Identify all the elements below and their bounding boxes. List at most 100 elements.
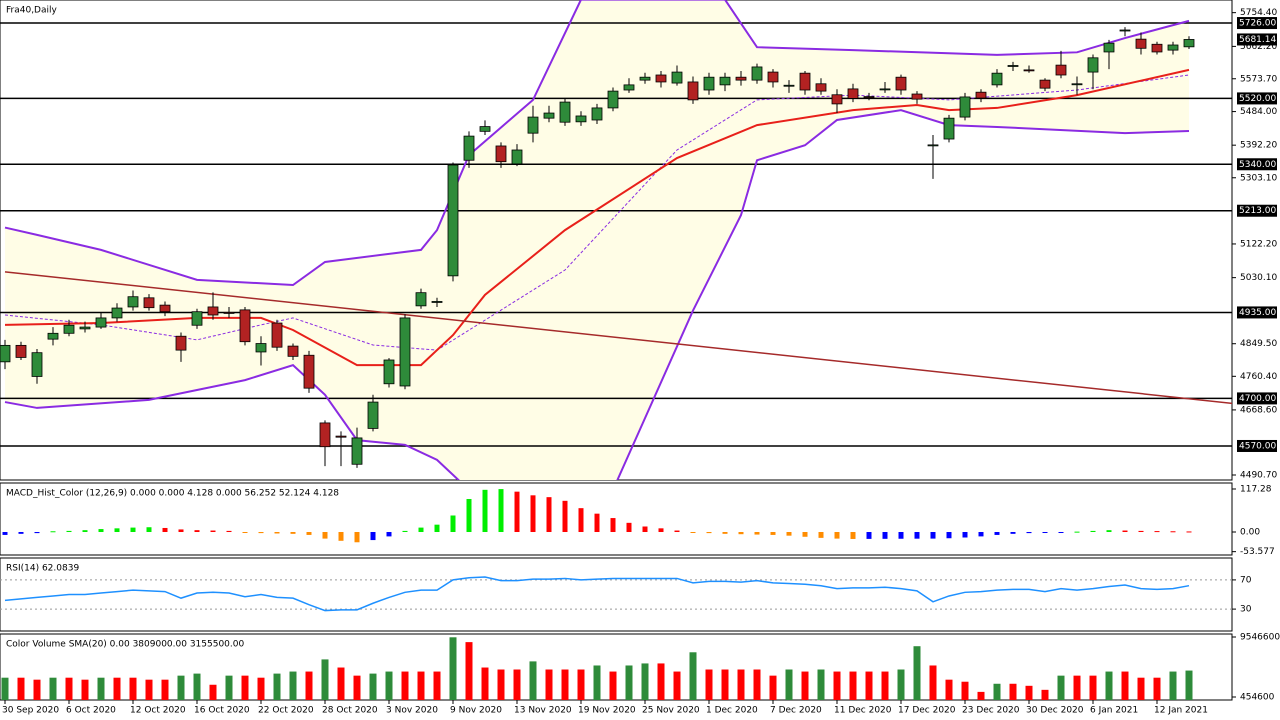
candle-body <box>559 101 571 123</box>
candle-body <box>703 76 715 91</box>
y-tick-label: 70 <box>1240 575 1252 585</box>
last-price-label: 5681.14 <box>1239 35 1276 45</box>
candle-body <box>95 317 107 328</box>
bar <box>578 508 584 533</box>
bar <box>321 659 329 700</box>
candle-body <box>687 81 699 101</box>
panel-title: Fra40,Daily <box>6 6 57 16</box>
bar <box>1137 677 1145 700</box>
bar <box>721 669 729 700</box>
x-tick-label: 30 Sep 2020 <box>2 706 59 716</box>
level-label-box <box>1237 306 1277 319</box>
bar <box>946 532 952 539</box>
bar <box>657 663 665 700</box>
candle-body <box>479 126 491 132</box>
bar <box>226 530 232 533</box>
bar <box>930 532 936 539</box>
bar <box>802 532 808 537</box>
x-tick-label: 23 Dec 2020 <box>962 706 1020 716</box>
bar <box>737 669 745 700</box>
candle-body <box>639 76 651 81</box>
x-tick-label: 1 Dec 2020 <box>706 706 758 716</box>
bar <box>81 679 89 700</box>
bar <box>65 677 73 700</box>
candle-body <box>1039 79 1051 89</box>
candle-body <box>767 71 779 83</box>
candle-body <box>1087 57 1099 73</box>
bar <box>34 532 40 534</box>
bar <box>962 532 968 538</box>
candle-body <box>255 343 267 353</box>
bar <box>674 530 680 533</box>
bar <box>258 532 264 534</box>
bar <box>257 677 265 700</box>
bar <box>722 532 728 534</box>
bar <box>690 532 696 534</box>
bar <box>978 532 984 537</box>
bar <box>242 532 248 534</box>
bar <box>402 530 408 533</box>
candle-body <box>383 359 395 385</box>
panel-title: RSI(14) 62.0839 <box>6 564 79 574</box>
y-tick-label: 5484.00 <box>1240 107 1277 117</box>
bar <box>482 489 488 533</box>
y-tick-label: 4760.40 <box>1240 372 1277 382</box>
bar <box>497 669 505 700</box>
candle-body <box>15 344 27 358</box>
candle-body <box>63 324 75 334</box>
bar <box>18 532 24 534</box>
y-tick-label: 5662.20 <box>1240 42 1277 52</box>
bar <box>1041 689 1049 700</box>
candle-body <box>79 326 91 330</box>
bar <box>145 679 153 700</box>
candle-body <box>959 96 971 118</box>
bar <box>417 671 425 700</box>
indicator-line <box>4 271 1232 405</box>
candle-body <box>415 292 427 307</box>
candle-body <box>527 116 539 134</box>
bar <box>1185 670 1193 700</box>
bar <box>322 532 328 539</box>
level-label: 5213.00 <box>1239 206 1276 216</box>
bar <box>786 532 792 536</box>
candle-body <box>943 117 955 140</box>
candle-body <box>735 76 747 81</box>
y-tick-label: 5392.20 <box>1240 141 1277 151</box>
rsi-panel <box>0 557 1233 632</box>
candle-body <box>1007 65 1019 67</box>
level-label-box <box>1237 17 1277 30</box>
bar <box>545 669 553 700</box>
candle-body <box>111 307 123 319</box>
bar <box>818 532 824 538</box>
candle-body <box>351 437 363 465</box>
bar <box>1105 671 1113 700</box>
bar <box>625 665 633 700</box>
bar <box>865 671 873 700</box>
bar <box>834 532 840 539</box>
level-label-box <box>1237 439 1277 452</box>
level-label-box <box>1237 392 1277 405</box>
candle-body <box>399 317 411 387</box>
bar <box>418 527 424 533</box>
bar <box>610 518 616 533</box>
bar <box>401 671 409 700</box>
bar <box>162 527 168 533</box>
bar <box>289 671 297 700</box>
bar <box>481 667 489 700</box>
candle-body <box>1183 39 1195 48</box>
candle-body <box>367 401 379 429</box>
bar <box>33 679 41 700</box>
candle-body <box>991 72 1003 86</box>
bar <box>738 532 744 535</box>
x-tick-label: 28 Oct 2020 <box>322 706 378 716</box>
bar <box>1153 677 1161 700</box>
y-tick-label: 4668.60 <box>1240 405 1277 415</box>
candle-body <box>607 90 619 109</box>
bar <box>1121 671 1129 700</box>
candle-body <box>1103 42 1115 53</box>
bar <box>913 646 921 700</box>
bar <box>337 667 345 700</box>
candle-body <box>159 304 171 313</box>
macd-panel <box>0 482 1233 556</box>
